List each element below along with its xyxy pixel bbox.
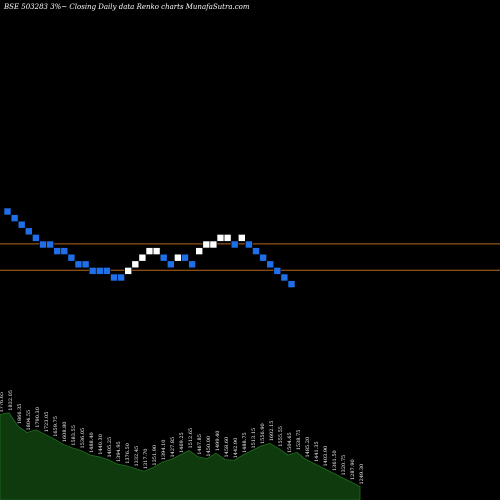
volume-label: 1320.75 [341,455,347,476]
volume-label: 1504.65 [287,432,293,453]
up-brick [152,247,161,255]
volume-label: 1776.65 [0,392,5,413]
volume-label: 1361.50 [332,450,338,471]
down-brick [280,273,289,282]
volume-label: 1866.35 [17,404,23,425]
renko-bricks [3,207,296,288]
down-brick [287,280,296,288]
volume-label: 1376.50 [125,443,131,464]
volume-label: 1332.45 [134,446,140,467]
up-brick [131,260,140,269]
up-brick [238,234,246,242]
down-brick [88,267,97,275]
down-brick [110,273,118,282]
volume-label: 1394.95 [116,441,122,462]
volume-label: 1488.75 [242,432,248,453]
down-brick [46,240,54,249]
down-brick [117,273,125,282]
volume-label: 1556.90 [260,423,266,444]
down-brick [188,260,196,269]
down-brick [259,253,267,262]
up-brick [174,253,182,262]
volume-label: 1513.15 [251,428,257,449]
down-brick [96,267,104,275]
volume-label: 1467.85 [197,434,203,455]
down-brick [81,260,90,269]
up-brick [209,240,218,249]
volume-label: 1427.85 [170,437,176,458]
down-brick [10,214,19,222]
volume-label: 1469.25 [179,432,185,453]
volume-label: 1485.20 [305,437,311,458]
down-brick [230,240,239,249]
down-brick [74,260,83,269]
down-brick [3,207,12,216]
volume-area [0,412,361,500]
volume-label: 1790.30 [35,407,41,428]
volume-label: 1538.75 [296,430,302,451]
down-brick [159,253,168,262]
up-brick [124,267,132,275]
volume-label: 1723.05 [44,412,50,433]
volume-label: 1555.55 [278,426,284,447]
up-brick [145,247,154,255]
volume-label: 1450.00 [206,436,212,457]
up-brick [216,234,225,242]
down-brick [103,267,111,275]
volume-label: 1536.05 [80,428,86,449]
down-brick [245,240,253,249]
volume-label: 1602.15 [269,421,275,442]
volume-label: 1442.90 [233,438,239,459]
down-brick [17,220,26,229]
up-brick [202,240,211,249]
volume-label: 1287.90 [350,459,356,480]
volume-label: 1804.55 [26,410,32,431]
volume-label: 1488.40 [89,432,95,453]
volume-label: 1440.30 [98,434,104,455]
volume-label: 1583.55 [71,425,77,446]
down-brick [181,253,189,262]
volume-label: 1608.80 [62,422,68,443]
down-brick [252,247,260,255]
down-brick [60,247,69,255]
down-brick [67,253,76,262]
volume-label: 1659.75 [53,416,59,437]
down-brick [32,234,40,242]
down-brick [167,260,175,269]
up-brick [223,234,232,242]
down-brick [266,260,275,269]
volume-label: 1351.90 [152,445,158,466]
volume-label: 1458.60 [224,437,230,458]
volume-label: 1249.30 [359,464,365,485]
down-brick [24,227,33,236]
volume-label: 1317.70 [143,449,149,470]
volume-label: 1441.35 [314,441,320,462]
volume-label: 1512.65 [188,428,194,449]
chart-title: BSE 503283 3%~ Closing Daily data Renko … [3,3,250,11]
down-brick [39,240,47,249]
volume-label: 1403.90 [323,446,329,467]
down-brick [53,247,62,255]
up-brick [138,253,147,262]
volume-label: 1832.05 [8,390,14,411]
up-brick [195,247,203,255]
down-brick [273,267,282,275]
volume-label: 1405.25 [107,437,113,458]
volume-label: 1499.40 [215,431,221,452]
volume-label: 1394.10 [161,440,167,461]
